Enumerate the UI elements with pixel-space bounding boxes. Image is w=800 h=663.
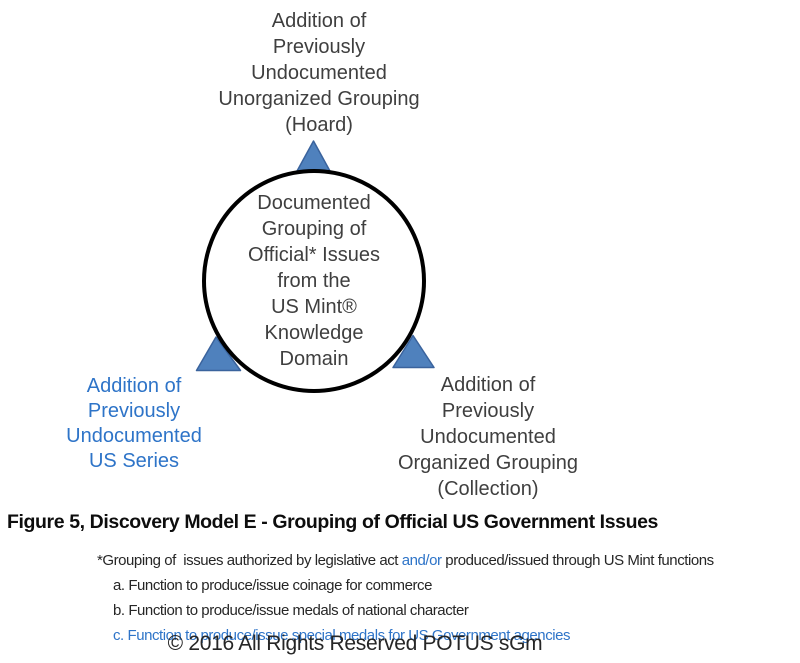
collection-triangle-icon: [392, 334, 435, 369]
footnote-and-or: and/or: [401, 552, 442, 569]
footnote-block: *Grouping of issues authorized by legisl…: [97, 548, 797, 648]
footnote-text-before: *Grouping of issues authorized by legisl…: [97, 552, 402, 569]
hoard-label: Addition of Previously Undocumented Unor…: [218, 10, 420, 136]
footnote-item-c: c. Function to produce/issue special med…: [113, 627, 571, 644]
footnote-item-b: b. Function to produce/issue medals of n…: [113, 602, 469, 619]
footnote-item-a: a. Function to produce/issue coinage for…: [113, 577, 432, 594]
knowledge-domain-label: Documented Grouping of Official* Issues …: [248, 192, 380, 370]
figure-caption: Figure 5, Discovery Model E - Grouping o…: [7, 511, 658, 533]
footnote-text-after: produced/issued through US Mint function…: [441, 552, 714, 569]
us-series-triangle-icon: [195, 336, 242, 372]
knowledge-domain-circle: [202, 169, 426, 393]
copyright-notice: © 2016 All Rights Reserved POTUS sGm: [167, 632, 543, 655]
collection-label: Addition of Previously Undocumented Orga…: [397, 374, 579, 500]
us-series-label: Addition of Previously Undocumented US S…: [66, 375, 202, 472]
footnote-legislative-line: *Grouping of issues authorized by legisl…: [97, 548, 797, 573]
hoard-triangle-icon: [295, 140, 332, 173]
footnote-items: a. Function to produce/issue coinage for…: [113, 573, 797, 648]
